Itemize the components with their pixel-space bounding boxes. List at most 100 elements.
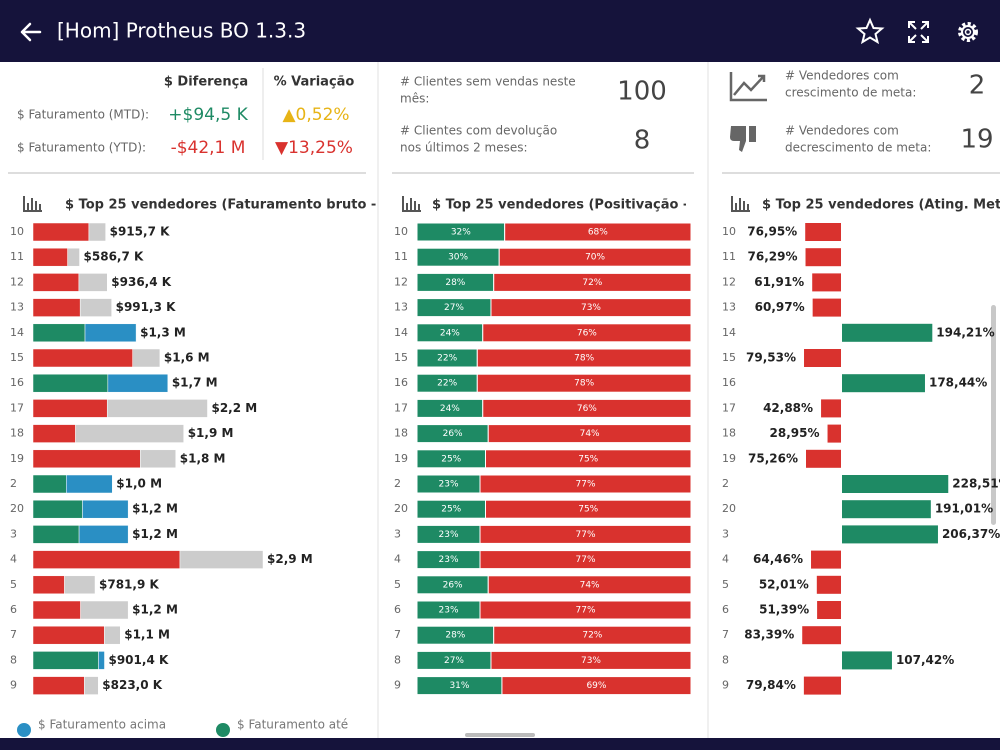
- category-label: 3: [10, 527, 17, 540]
- total-label: $1,7 M: [172, 376, 218, 390]
- bar-segment: [32, 222, 90, 242]
- bar: [842, 500, 931, 519]
- bar-segment: [32, 525, 80, 544]
- category-label: 20: [394, 502, 408, 515]
- bar: [804, 349, 841, 367]
- value-label: 191,01%: [935, 502, 993, 516]
- kpi-value: ▼13,25%: [275, 138, 353, 158]
- bar-segment: [106, 399, 208, 418]
- value-label: 77%: [576, 606, 596, 616]
- category-label: 16: [10, 376, 24, 389]
- kpi-value: 100: [617, 77, 667, 107]
- category-label: 11: [722, 250, 736, 263]
- value-label: 23%: [439, 606, 459, 616]
- bar-segment: [490, 650, 692, 670]
- category-label: 20: [10, 502, 24, 515]
- value-label: 22%: [437, 379, 457, 389]
- value-label: 22%: [437, 354, 457, 364]
- kpi-label: decrescimento de meta:: [785, 141, 931, 155]
- scrollbar[interactable]: [991, 305, 996, 525]
- bar-segment: [487, 424, 692, 444]
- value-label: 30%: [448, 253, 468, 263]
- bar: [805, 223, 841, 241]
- category-label: 18: [10, 427, 24, 440]
- chart-icon: [731, 196, 750, 212]
- bar: [842, 475, 949, 493]
- growth-icon: [729, 72, 767, 102]
- category-label: 16: [394, 376, 408, 389]
- value-label: 107,42%: [896, 653, 954, 667]
- value-label: 75,26%: [748, 451, 798, 465]
- favorite-button[interactable]: [855, 17, 885, 45]
- bar-segment: [485, 449, 692, 469]
- value-label: 26%: [443, 580, 463, 590]
- bar-segment: [32, 348, 133, 368]
- category-label: 14: [722, 326, 736, 339]
- total-label: $586,7 K: [84, 250, 144, 264]
- value-label: 24%: [440, 328, 460, 338]
- value-label: 73%: [581, 303, 601, 313]
- settings-button[interactable]: [958, 22, 978, 42]
- value-label: 76%: [577, 404, 597, 414]
- expand-button[interactable]: [908, 21, 929, 43]
- bar-segment: [132, 348, 161, 368]
- value-label: 83,39%: [744, 628, 794, 642]
- legend-swatch: [216, 723, 230, 737]
- value-label: 75%: [578, 454, 598, 464]
- category-label: 9: [394, 679, 401, 692]
- bar-segment: [501, 676, 692, 696]
- bar-segment: [476, 373, 692, 393]
- bar-segment: [32, 273, 80, 292]
- category-label: 2: [10, 477, 17, 490]
- value-label: 64,46%: [753, 552, 803, 566]
- value-label: 68%: [588, 228, 608, 238]
- category-label: 13: [394, 301, 408, 314]
- legend-swatch: [17, 723, 31, 737]
- kpi-header: % Variação: [274, 75, 355, 90]
- category-label: 12: [10, 275, 24, 288]
- legend-label: $ Faturamento acima: [38, 718, 166, 732]
- value-label: 79,84%: [746, 678, 796, 692]
- kpi-label: crescimento de meta:: [785, 86, 916, 100]
- value-label: 74%: [580, 429, 600, 439]
- total-label: $1,1 M: [124, 628, 170, 642]
- category-label: 19: [10, 452, 24, 465]
- value-label: 32%: [451, 228, 471, 238]
- bar-segment: [32, 550, 181, 569]
- kpi-value: 2: [969, 71, 986, 101]
- bar-segment: [32, 651, 99, 670]
- bar: [842, 651, 892, 670]
- category-label: 4: [10, 553, 17, 566]
- category-label: 9: [10, 679, 17, 692]
- value-label: 61,91%: [754, 275, 804, 289]
- bar-segment: [32, 247, 68, 267]
- chart-title: $ Top 25 vendedores (Positivação - MTD): [432, 198, 731, 213]
- kpi-label: # Clientes com devolução: [400, 124, 557, 138]
- bar-segment: [479, 550, 692, 570]
- value-label: 27%: [444, 656, 464, 666]
- category-label: 20: [722, 502, 736, 515]
- bar-segment: [32, 676, 85, 695]
- category-label: 4: [394, 553, 401, 566]
- value-label: 27%: [444, 303, 464, 313]
- value-label: 194,21%: [936, 325, 994, 339]
- value-label: 77%: [576, 555, 596, 565]
- bar-segment: [84, 676, 99, 695]
- bottom-bar: [0, 738, 1000, 750]
- kpi-value: -$42,1 M: [171, 138, 246, 158]
- category-label: 10: [722, 225, 736, 238]
- bar-segment: [32, 449, 141, 469]
- value-label: 74%: [580, 580, 600, 590]
- total-label: $901,4 K: [108, 653, 168, 667]
- total-label: $781,9 K: [99, 577, 159, 591]
- value-label: 28%: [445, 631, 465, 641]
- value-label: 23%: [439, 555, 459, 565]
- bar-segment: [84, 323, 137, 343]
- value-label: 76%: [577, 328, 597, 338]
- total-label: $1,2 M: [132, 527, 178, 541]
- back-button[interactable]: [20, 22, 42, 42]
- category-label: 6: [722, 603, 729, 616]
- value-label: 78%: [574, 379, 594, 389]
- bar-segment: [487, 575, 692, 595]
- bar-segment: [80, 600, 129, 620]
